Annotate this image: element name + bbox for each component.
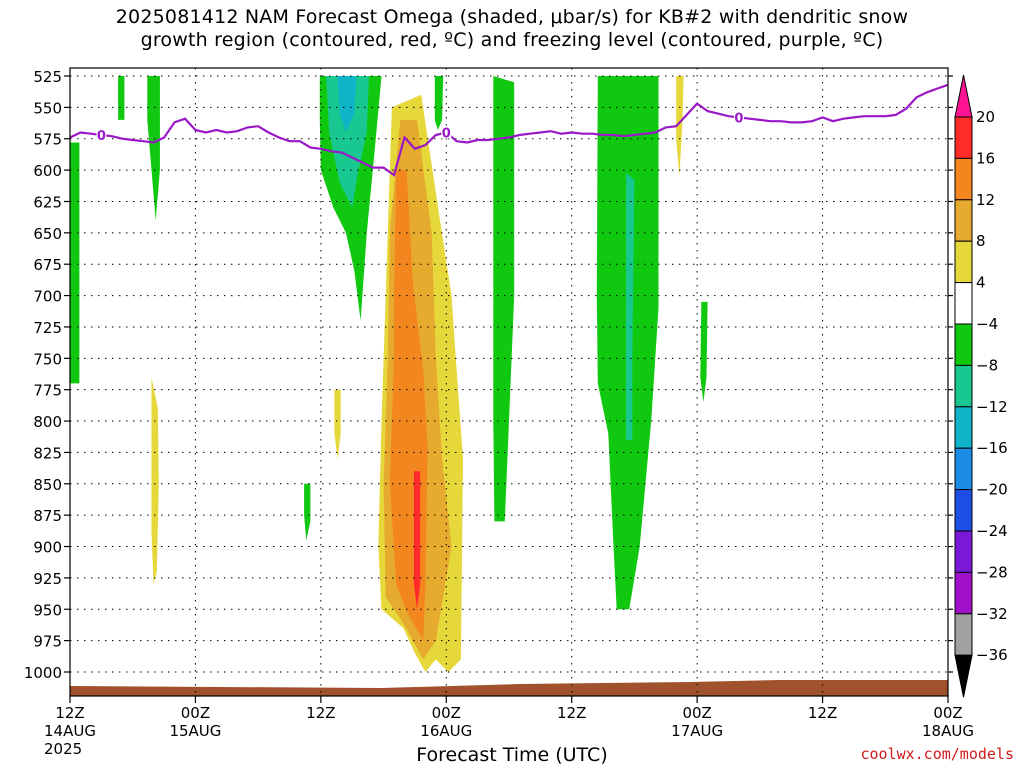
colorbar-label: 16: [976, 149, 995, 167]
credit-link[interactable]: coolwx.com/models: [860, 745, 1014, 763]
colorbar-label: −24: [976, 522, 1008, 540]
freezing-level-contour: 0 0 0: [69, 83, 949, 177]
y-tick-label: 900: [33, 539, 62, 557]
colorbar-cell: [954, 406, 973, 449]
colorbar-label: 8: [976, 232, 986, 250]
y-tick-label: 825: [33, 444, 62, 462]
x-tick-label: 00Z: [181, 704, 210, 722]
contour-label: 0: [97, 129, 106, 144]
y-tick-label: 675: [33, 256, 62, 274]
colorbar-top-arrow: [954, 74, 973, 118]
omega-region: [118, 76, 125, 120]
omega-region: [147, 76, 160, 221]
omega-shading: [70, 76, 708, 673]
y-tick-label: 625: [33, 193, 62, 211]
contour-label-bg: [733, 110, 744, 124]
y-tick-label: 800: [33, 413, 62, 431]
title-line-2: growth region (contoured, red, ºC) and f…: [140, 29, 884, 51]
colorbar-label: −12: [976, 398, 1008, 416]
colorbar-label: 4: [976, 274, 986, 292]
colorbar-label: −36: [976, 646, 1008, 664]
pressure-axis: 525 550 575 600 625 650 675 700 725 750 775 800 825 8…: [24, 68, 953, 682]
x-tick-label: 00Z: [933, 704, 962, 722]
y-tick-label: 750: [33, 350, 62, 368]
y-tick-label: 725: [33, 319, 62, 337]
colorbar-cell: [954, 613, 973, 656]
colorbar-cell: [954, 323, 973, 366]
colorbar-cell: [954, 571, 973, 615]
y-tick-label: 975: [33, 633, 62, 651]
plot-frame: [69, 67, 949, 697]
colorbar-cell: [954, 489, 973, 532]
x-tick-date: 17AUG: [671, 722, 723, 740]
omega-region: [70, 142, 80, 384]
y-tick-label: 525: [33, 68, 62, 86]
y-tick-label: 850: [33, 476, 62, 494]
colorbar-label: 12: [976, 191, 995, 209]
omega-region: [151, 377, 159, 585]
colorbar-label: −28: [976, 563, 1008, 581]
colorbar-cell: [954, 282, 973, 325]
y-tick-label: 575: [33, 131, 62, 149]
x-tick-label: 12Z: [55, 704, 84, 722]
contour-label: 0: [442, 126, 451, 141]
colorbar-label: −16: [976, 439, 1008, 457]
y-tick-label: 775: [33, 382, 62, 400]
colorbar-cell: [954, 530, 973, 573]
contour-label-bg: [441, 125, 452, 139]
x-tick-label: 12Z: [808, 704, 837, 722]
colorbar-label: −32: [976, 605, 1008, 623]
colorbar-cell: [954, 157, 973, 201]
omega-region: [676, 76, 684, 177]
y-tick-label: 600: [33, 162, 62, 180]
omega-region: [493, 76, 515, 522]
y-tick-label: 650: [33, 225, 62, 243]
x-tick-label: 12Z: [557, 704, 586, 722]
colorbar-label: −20: [976, 481, 1008, 499]
y-tick-label: 700: [33, 288, 62, 306]
year-label: 2025: [44, 740, 83, 758]
colorbar-label: −8: [976, 356, 998, 374]
omega-region: [304, 483, 311, 541]
colorbar-label: −4: [976, 315, 998, 333]
title-line-1: 2025081412 NAM Forecast Omega (shaded, μ…: [115, 6, 909, 28]
x-tick-date: 15AUG: [169, 722, 221, 740]
y-tick-label: 1000: [24, 664, 62, 682]
colorbar-cell: [954, 116, 973, 159]
y-tick-label: 875: [33, 507, 62, 525]
freezing-level-line: [69, 83, 949, 177]
omega-region: [700, 301, 708, 403]
x-tick-date: 18AUG: [922, 722, 974, 740]
colorbar-label: 20: [976, 108, 995, 126]
omega-region: [334, 389, 341, 459]
x-tick-date: 16AUG: [420, 722, 472, 740]
x-tick-date: 14AUG: [44, 722, 96, 740]
contour-label-bg: [96, 127, 107, 141]
colorbar-cell: [954, 447, 973, 491]
omega-region: [326, 76, 369, 208]
y-tick-label: 550: [33, 99, 62, 117]
chart-title: 2025081412 NAM Forecast Omega (shaded, μ…: [0, 6, 1024, 52]
x-tick-label: 12Z: [306, 704, 335, 722]
y-tick-label: 950: [33, 601, 62, 619]
colorbar-cell: [954, 199, 973, 242]
x-axis-title: Forecast Time (UTC): [416, 744, 608, 766]
x-tick-label: 00Z: [682, 704, 711, 722]
omega-region: [337, 76, 357, 133]
colorbar-bottom-arrow: [954, 654, 973, 698]
x-tick-label: 00Z: [432, 704, 461, 722]
colorbar: 20 16 12 8 4 −4 −8 −12 −16 −20 −24 −28 −32 −36: [954, 74, 1008, 698]
colorbar-cell: [954, 240, 973, 284]
omega-region: [434, 76, 444, 130]
contour-label: 0: [734, 111, 743, 126]
omega-region: [413, 471, 421, 610]
ground-terrain: [70, 680, 948, 696]
omega-region: [626, 172, 635, 440]
y-tick-label: 925: [33, 570, 62, 588]
colorbar-cell: [954, 364, 973, 408]
